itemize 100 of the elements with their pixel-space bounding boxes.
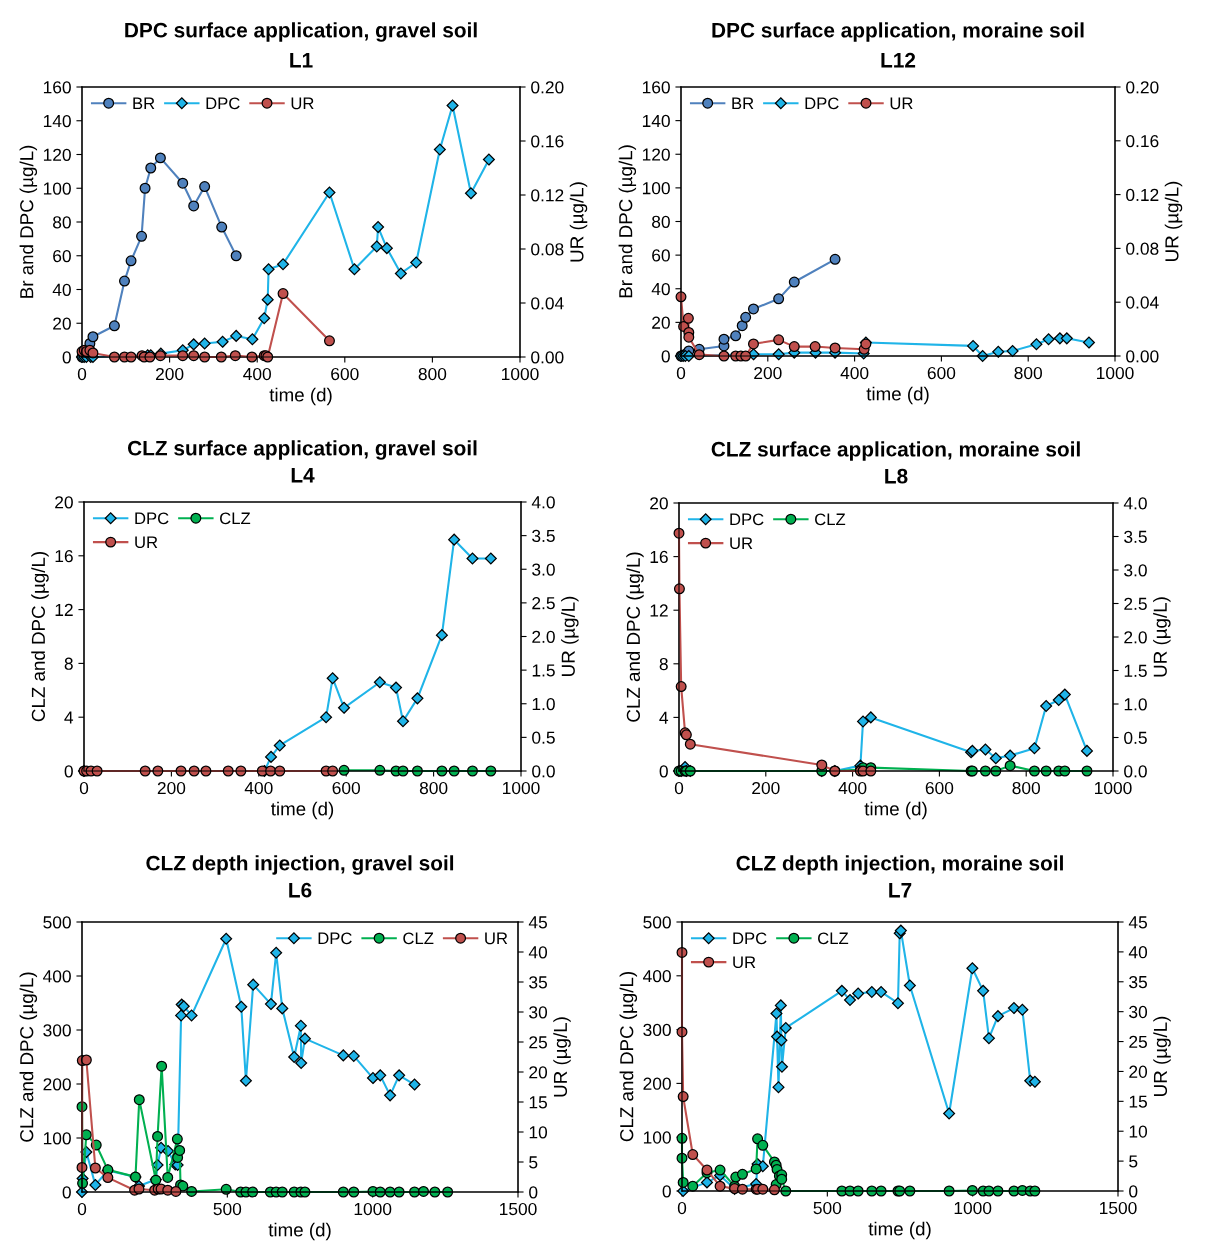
y2-tick-label: 0.5: [532, 731, 555, 744]
legend-label: BR: [732, 97, 754, 110]
y-tick-label: 8: [64, 657, 73, 670]
x-tick-label: 1000: [1097, 366, 1134, 380]
y-tick-label: 400: [43, 970, 71, 983]
x-tick-label: 800: [419, 781, 448, 795]
y2-tick-label: 0.00: [531, 351, 564, 364]
legend-label: DPC: [206, 97, 240, 110]
y-tick-label: 0: [659, 765, 668, 778]
x-tick-label: 800: [418, 367, 447, 381]
y-axis-title: CLZ and DPC (µg/L): [19, 972, 38, 1142]
y-tick-label: 4: [659, 711, 669, 724]
y2-axis-title: UR (µg/L): [569, 182, 588, 262]
y2-tick-label: 0.12: [531, 189, 564, 202]
legend-label: DPC: [730, 513, 764, 526]
y2-tick-label: 30: [529, 1006, 548, 1019]
y-tick-label: 4: [64, 711, 74, 724]
y-tick-label: 20: [55, 496, 73, 509]
y2-tick-label: 30: [1129, 1005, 1148, 1019]
legend-label: BR: [133, 97, 155, 110]
y2-tick-label: 5: [1129, 1155, 1138, 1168]
y-tick-label: 300: [43, 1024, 71, 1037]
y2-tick-label: 0.16: [1126, 134, 1159, 148]
y-tick-label: 500: [643, 916, 671, 929]
legend-label: UR: [485, 932, 508, 945]
x-tick-label: 0: [79, 781, 89, 795]
x-tick-label: 400: [243, 367, 272, 381]
legend-label: DPC: [135, 512, 169, 525]
y2-tick-label: 45: [528, 916, 547, 929]
x-tick-label: 600: [331, 367, 359, 381]
x-tick-label: 400: [840, 366, 869, 380]
chart-title: CLZ depth injection, gravel soil: [146, 855, 454, 875]
x-tick-label: 200: [155, 367, 184, 381]
chart-subtitle: L4: [291, 468, 315, 483]
y-tick-label: 100: [43, 182, 71, 195]
y2-tick-label: 25: [529, 1036, 547, 1049]
y2-tick-label: 2.0: [1124, 631, 1147, 644]
legend-label: DPC: [318, 932, 352, 945]
y-tick-label: 0: [64, 765, 73, 778]
x-tick-label: 800: [1014, 366, 1043, 380]
y-axis-title: CLZ and DPC (µg/L): [31, 552, 49, 722]
x-tick-label: 200: [157, 781, 186, 795]
y2-tick-label: 0.08: [1126, 242, 1159, 255]
chart-title: CLZ surface application, gravel soil: [127, 440, 477, 460]
x-tick-label: 500: [213, 1202, 242, 1216]
x-axis-title: time (d): [866, 386, 929, 405]
y2-axis-title: UR (µg/L): [561, 596, 579, 676]
y-tick-label: 140: [642, 114, 670, 128]
y-tick-label: 400: [643, 969, 671, 983]
y-tick-label: 120: [43, 148, 71, 161]
x-tick-label: 1500: [1100, 1201, 1137, 1215]
y2-tick-label: 3.5: [1124, 530, 1147, 543]
y2-tick-label: 2.5: [1124, 597, 1147, 610]
y2-tick-label: 15: [529, 1096, 547, 1109]
legend-label: CLZ: [815, 513, 846, 526]
legend-label: CLZ: [403, 932, 434, 945]
y2-tick-label: 10: [529, 1126, 548, 1139]
x-tick-label: 1500: [500, 1202, 537, 1216]
y-tick-label: 40: [651, 282, 670, 296]
x-tick-label: 200: [752, 781, 780, 795]
x-tick-label: 500: [813, 1201, 842, 1215]
y-tick-label: 20: [652, 316, 670, 329]
legend-label: CLZ: [818, 932, 849, 945]
x-tick-label: 1000: [1095, 781, 1132, 795]
y-tick-label: 40: [52, 283, 71, 296]
x-tick-label: 200: [754, 366, 782, 380]
y2-tick-label: 0.12: [1126, 188, 1159, 202]
y-tick-label: 120: [642, 148, 670, 161]
y2-tick-label: 40: [1128, 946, 1148, 959]
y2-tick-label: 25: [1129, 1035, 1147, 1049]
x-axis-title: time (d): [269, 387, 332, 406]
chart-subtitle: L1: [290, 53, 313, 68]
y2-tick-label: 0.20: [1126, 81, 1159, 94]
y2-tick-label: 0.0: [1124, 765, 1147, 778]
legend-label: UR: [135, 536, 158, 549]
x-tick-label: 1000: [954, 1201, 992, 1215]
y2-tick-label: 1.5: [1124, 664, 1147, 677]
y-tick-label: 0: [62, 1186, 71, 1199]
y-tick-label: 16: [55, 549, 73, 563]
y2-tick-label: 0.04: [1126, 296, 1159, 309]
y2-tick-label: 0.5: [1124, 731, 1147, 744]
x-tick-label: 0: [77, 1202, 87, 1216]
y2-tick-label: 0: [529, 1186, 538, 1199]
y2-axis-title: UR (µg/L): [1164, 181, 1183, 261]
x-tick-label: 600: [927, 366, 956, 380]
y-tick-label: 60: [652, 249, 670, 262]
y2-tick-label: 45: [1128, 916, 1147, 929]
chart-title: CLZ depth injection, moraine soil: [736, 855, 1063, 875]
y2-tick-label: 0.20: [531, 81, 564, 94]
y-axis-title: CLZ and DPC (µg/L): [619, 972, 638, 1142]
legend-label: UR: [890, 97, 913, 110]
x-axis-title: time (d): [868, 1221, 931, 1240]
y-tick-label: 100: [642, 182, 670, 195]
x-tick-label: 0: [77, 367, 87, 381]
y-tick-label: 16: [650, 550, 668, 564]
y2-tick-label: 0.16: [531, 135, 564, 148]
y-tick-label: 0: [62, 351, 71, 364]
y-axis-title: Br and DPC (µg/L): [19, 145, 38, 298]
chart-subtitle: L8: [885, 468, 908, 484]
y2-tick-label: 4.0: [1123, 497, 1147, 510]
